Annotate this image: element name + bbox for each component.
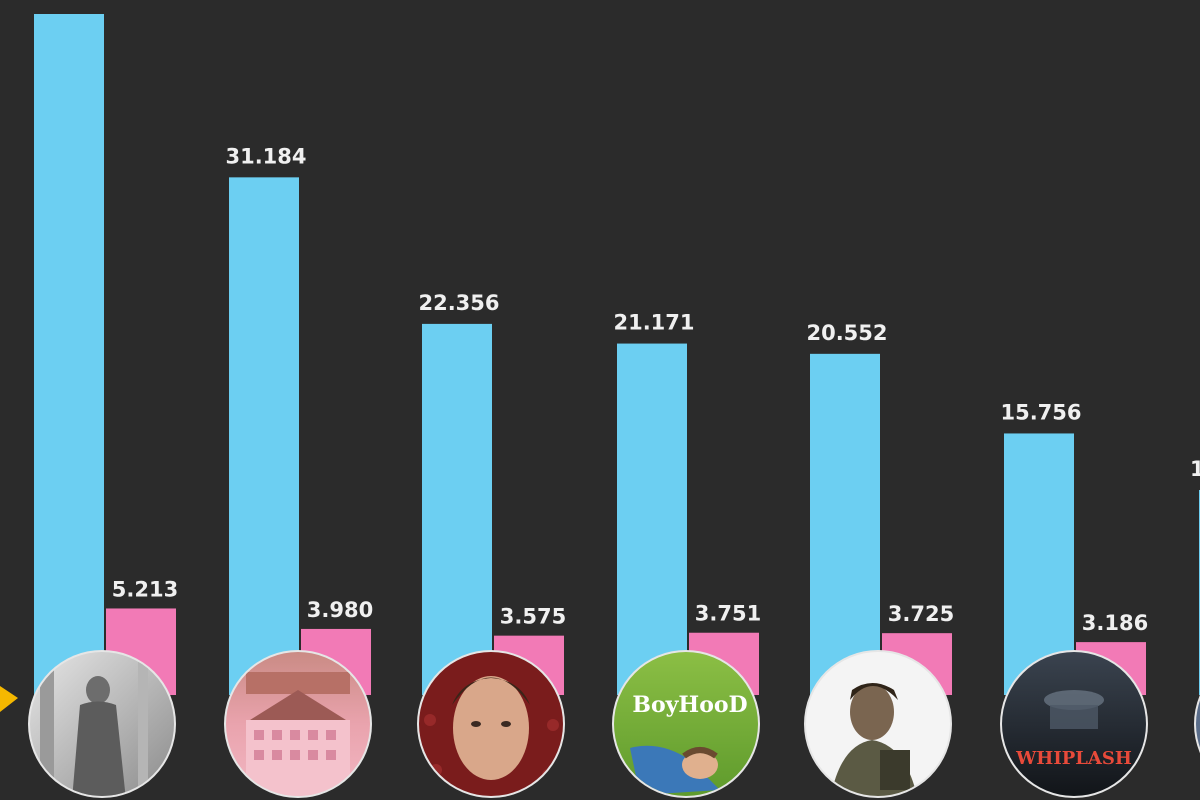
posters-layer: BoyHooD WHIPLASH bbox=[28, 650, 1200, 798]
poster-thumbnail bbox=[1194, 652, 1200, 796]
value-label-primary: 22.356 bbox=[418, 291, 499, 315]
value-label-primary: 31.184 bbox=[225, 144, 306, 168]
bar-primary bbox=[810, 353, 880, 695]
bar-primary bbox=[229, 177, 299, 696]
value-labels-layer: 31.184 22.356 21.171 20.552 15.756 1 5.213 3.98… bbox=[112, 144, 1200, 635]
value-label-secondary: 3.186 bbox=[1082, 611, 1148, 635]
value-label-secondary: 3.725 bbox=[888, 602, 954, 626]
poster-thumbnail: BoyHooD bbox=[612, 650, 760, 798]
value-label-secondary: 3.575 bbox=[500, 605, 566, 629]
poster-title-text: WHIPLASH bbox=[1015, 748, 1132, 769]
poster-thumbnail bbox=[224, 650, 372, 798]
value-label-primary: 21.171 bbox=[613, 311, 694, 335]
poster-thumbnail bbox=[417, 650, 565, 798]
value-label-primary: 20.552 bbox=[806, 321, 887, 345]
bar-primary bbox=[34, 14, 104, 695]
value-label-primary: 15.756 bbox=[1000, 400, 1081, 424]
value-label-secondary: 3.980 bbox=[307, 598, 373, 622]
bars-layer bbox=[34, 14, 1200, 696]
poster-title-text: BoyHooD bbox=[632, 692, 747, 718]
bar-primary bbox=[617, 343, 687, 695]
highlight-arrow-icon bbox=[0, 686, 18, 712]
poster-thumbnail: WHIPLASH bbox=[1000, 650, 1148, 798]
bar-primary bbox=[422, 323, 492, 695]
poster-thumbnail bbox=[28, 650, 176, 798]
value-label-secondary: 5.213 bbox=[112, 577, 178, 601]
poster-thumbnail bbox=[804, 650, 952, 798]
value-label-secondary: 3.751 bbox=[695, 602, 761, 626]
value-label-primary: 1 bbox=[1190, 457, 1200, 481]
